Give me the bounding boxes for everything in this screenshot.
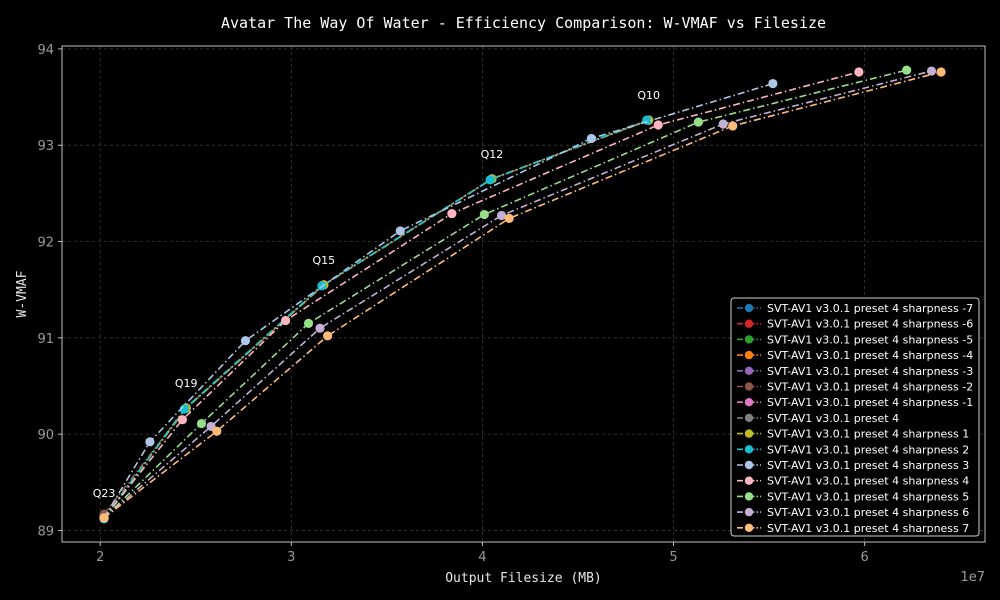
legend: SVT-AV1 v3.0.1 preset 4 sharpness -7 SVT-…	[730, 297, 980, 537]
data-point	[854, 67, 864, 77]
legend-entry: SVT-AV1 v3.0.1 preset 4 sharpness 1	[767, 428, 969, 441]
legend-entry: SVT-AV1 v3.0.1 preset 4 sharpness 3	[767, 459, 969, 472]
data-point	[926, 66, 937, 76]
data-point	[485, 175, 495, 185]
series-line	[103, 71, 860, 519]
legend-swatch-marker	[744, 319, 754, 328]
x-tick-label: 4	[478, 550, 486, 565]
data-point	[653, 120, 663, 130]
legend-swatch-marker	[744, 507, 754, 517]
data-point	[768, 78, 778, 89]
legend-entry: SVT-AV1 v3.0.1 preset 4 sharpness 2	[767, 443, 969, 456]
series-line	[103, 70, 932, 519]
quality-annotation: Q23	[93, 487, 116, 500]
x-axis-offset-label: 1e7	[960, 570, 985, 585]
legend-entry: SVT-AV1 v3.0.1 preset 4 sharpness -5	[767, 333, 973, 346]
legend-entry: SVT-AV1 v3.0.1 preset 4 sharpness -4	[767, 349, 973, 362]
quality-annotation: Q10	[637, 89, 660, 102]
data-point	[196, 418, 207, 429]
data-point	[504, 213, 514, 223]
y-tick-label: 92	[37, 236, 54, 251]
legend-entry: SVT-AV1 v3.0.1 preset 4 sharpness 5	[767, 490, 969, 503]
legend-entry: SVT-AV1 v3.0.1 preset 4 sharpness -2	[767, 381, 973, 394]
data-point	[303, 318, 314, 328]
series-13	[99, 66, 937, 523]
data-point	[395, 226, 405, 236]
data-point	[496, 210, 507, 221]
data-point	[315, 323, 325, 333]
legend-entry: SVT-AV1 v3.0.1 preset 4	[767, 412, 899, 425]
x-tick-label: 3	[287, 550, 295, 565]
data-point	[902, 65, 912, 75]
y-tick-label: 90	[37, 428, 54, 443]
legend-entry: SVT-AV1 v3.0.1 preset 4 sharpness -1	[767, 396, 973, 409]
annotations: Q23 Q19 Q15 Q12 Q10	[93, 89, 660, 500]
legend-swatch-marker	[744, 445, 754, 454]
series-10	[99, 78, 778, 523]
data-point	[177, 415, 187, 425]
legend-swatch-marker	[744, 335, 754, 344]
data-point	[323, 331, 333, 341]
series-layer	[99, 65, 946, 524]
legend-swatch-marker	[744, 492, 754, 501]
legend-entry: SVT-AV1 v3.0.1 preset 4 sharpness -7	[767, 302, 973, 315]
y-tick-label: 93	[37, 139, 54, 154]
data-point	[447, 208, 457, 219]
data-point	[99, 513, 109, 523]
series-14	[99, 67, 946, 523]
legend-swatch-marker	[744, 460, 754, 470]
data-point	[718, 119, 728, 129]
legend-entry: SVT-AV1 v3.0.1 preset 4 sharpness 6	[767, 506, 969, 519]
legend-swatch-marker	[744, 429, 754, 438]
x-tick-label: 5	[669, 550, 677, 565]
legend-swatch-marker	[744, 398, 754, 407]
x-axis-label: Output Filesize (MB)	[445, 571, 602, 586]
series-line	[103, 71, 942, 519]
x-tick-label: 2	[96, 550, 104, 565]
y-tick-label: 91	[37, 332, 54, 347]
data-point	[479, 209, 489, 220]
data-point	[280, 315, 291, 326]
legend-entry: SVT-AV1 v3.0.1 preset 4 sharpness 4	[767, 475, 969, 488]
chart-title: Avatar The Way Of Water - Efficiency Com…	[221, 14, 826, 32]
data-point	[145, 437, 155, 447]
series-line	[103, 69, 907, 519]
legend-swatch-marker	[744, 303, 754, 313]
legend-entry: SVT-AV1 v3.0.1 preset 4 sharpness 7	[767, 522, 969, 535]
data-point	[936, 67, 946, 77]
legend-swatch-marker	[744, 382, 754, 391]
y-axis-label: W-VMAF	[15, 270, 30, 317]
quality-annotation: Q19	[175, 377, 198, 390]
data-point	[212, 426, 222, 436]
legend-swatch-marker	[744, 476, 754, 485]
legend-entry: SVT-AV1 v3.0.1 preset 4 sharpness -6	[767, 318, 973, 331]
legend-entry: SVT-AV1 v3.0.1 preset 4 sharpness -3	[767, 365, 973, 378]
series-11	[99, 67, 864, 523]
legend-swatch-marker	[744, 413, 754, 423]
series-line	[103, 82, 774, 519]
y-tick-label: 89	[37, 524, 54, 539]
data-point	[240, 336, 251, 346]
legend-swatch-marker	[744, 366, 754, 375]
legend-swatch-marker	[744, 523, 754, 532]
data-point	[693, 117, 703, 127]
axis-ticks: 2 3 4 5 6 89 90 91 92 93 94	[37, 43, 868, 565]
data-point	[728, 121, 738, 131]
quality-annotation: Q12	[481, 148, 504, 161]
data-point	[586, 133, 596, 144]
legend-swatch-marker	[744, 350, 754, 360]
y-tick-label: 94	[37, 43, 54, 58]
x-tick-label: 6	[860, 550, 868, 565]
legend-frame	[730, 297, 980, 537]
plot-frame	[61, 45, 986, 543]
quality-annotation: Q15	[312, 254, 335, 267]
